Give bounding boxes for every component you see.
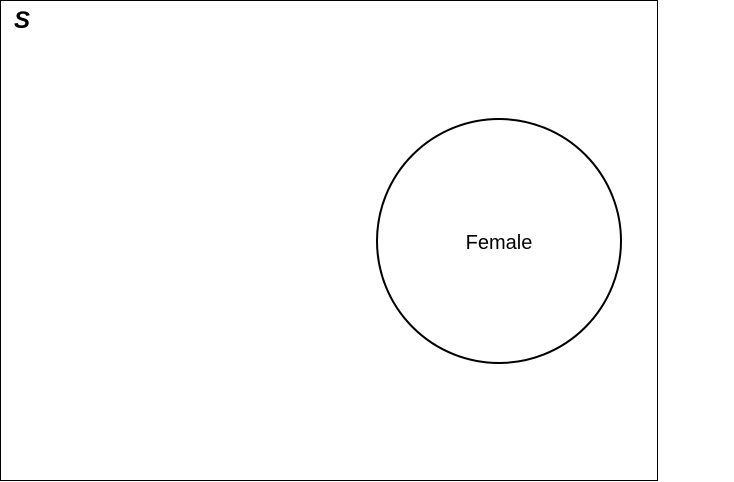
set-label-female: Female — [466, 232, 533, 254]
set-circle-female — [376, 118, 622, 364]
sample-space-rectangle — [0, 0, 658, 481]
sample-space-label: S — [14, 7, 30, 34]
